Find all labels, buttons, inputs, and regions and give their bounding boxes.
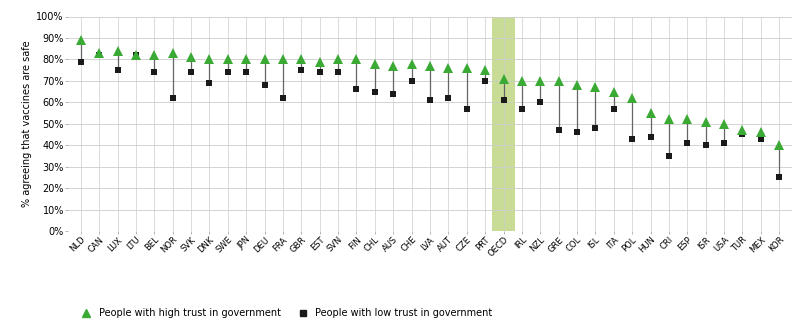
Bar [493,16,514,231]
Y-axis label: % agreeing that vaccines are safe: % agreeing that vaccines are safe [22,41,32,207]
Legend: People with high trust in government, People with low trust in government: People with high trust in government, Pe… [73,304,496,322]
